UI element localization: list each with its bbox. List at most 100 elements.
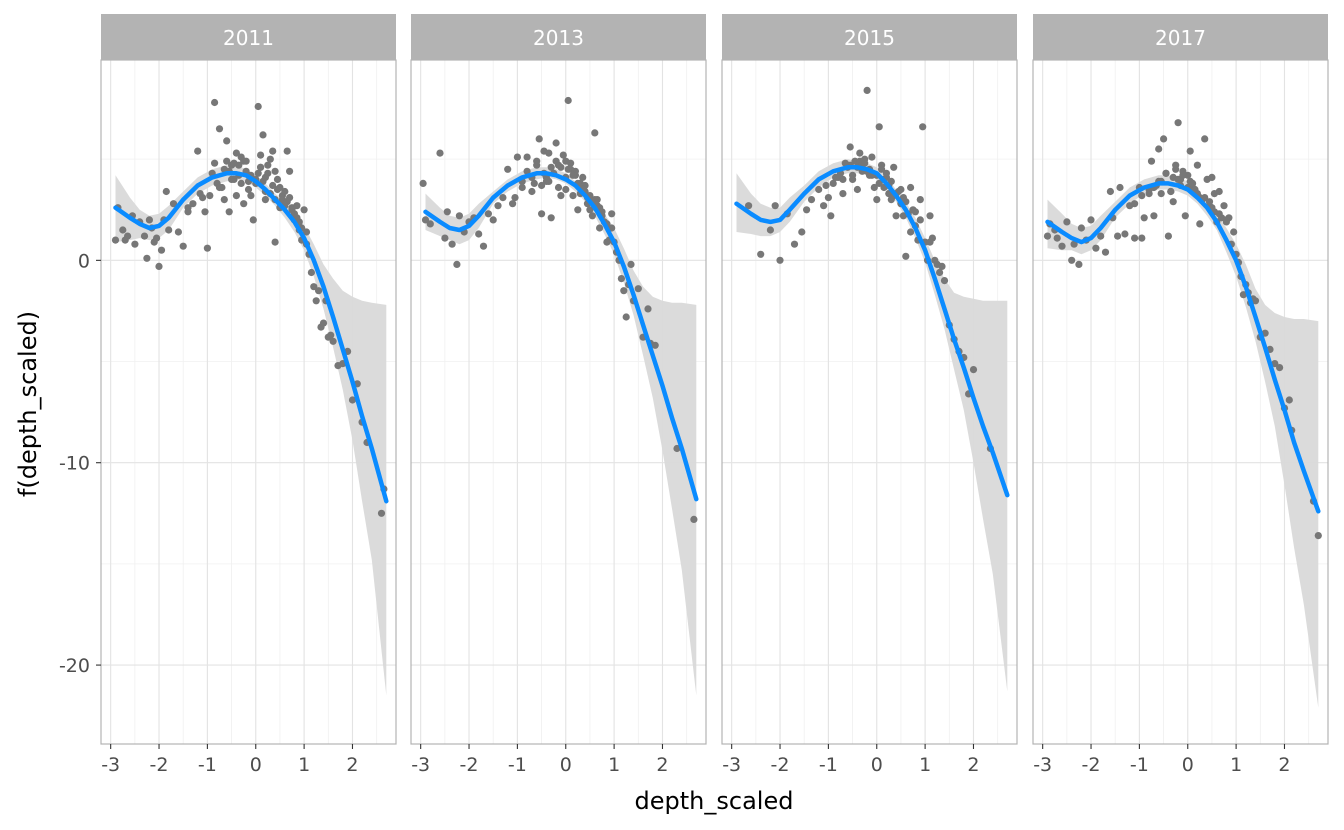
data-point xyxy=(111,236,120,244)
panel-border xyxy=(721,59,1018,745)
facet-panel-2013: 2013 xyxy=(410,14,707,745)
data-point xyxy=(1174,175,1182,183)
x-tick-label: 0 xyxy=(250,754,262,776)
data-point xyxy=(276,183,284,192)
data-point xyxy=(1314,532,1322,540)
data-point xyxy=(911,208,920,216)
y-axis: -20 -10 0 xyxy=(59,250,101,677)
data-point xyxy=(892,212,900,220)
data-point xyxy=(1063,218,1071,226)
data-point xyxy=(878,165,886,173)
x-axes: -3 -2 -1 0 1 2 -3 -2 -1 0 1 2 -3 -2 -1 0 1 2 -3 -2 -1 0 1 2 xyxy=(101,744,1291,776)
data-point xyxy=(273,175,282,183)
data-point xyxy=(157,246,166,254)
data-point xyxy=(1092,244,1100,252)
data-point xyxy=(257,151,265,159)
data-point xyxy=(237,179,245,187)
data-point xyxy=(307,268,315,277)
data-point xyxy=(690,515,698,524)
data-point xyxy=(569,171,577,179)
data-point xyxy=(508,200,517,208)
data-point xyxy=(1097,232,1105,240)
data-point xyxy=(846,143,854,151)
panel-border xyxy=(100,59,397,745)
data-point xyxy=(547,214,555,222)
data-point xyxy=(552,139,560,147)
data-point xyxy=(1087,216,1095,224)
data-point xyxy=(244,185,253,194)
data-point xyxy=(286,167,294,175)
data-point xyxy=(421,216,430,224)
data-point xyxy=(211,159,219,167)
x-tick-label: -3 xyxy=(722,754,741,776)
data-point xyxy=(849,171,857,179)
data-point xyxy=(1121,230,1129,238)
data-point xyxy=(165,226,173,234)
data-point xyxy=(588,212,597,220)
data-point xyxy=(1215,187,1223,196)
data-point xyxy=(870,183,878,192)
x-tick-label: -3 xyxy=(411,754,430,776)
data-point xyxy=(627,260,635,268)
data-point xyxy=(504,165,512,173)
data-point xyxy=(254,169,262,177)
facet-label: 2015 xyxy=(844,26,895,50)
data-point xyxy=(875,179,883,187)
data-point xyxy=(1181,212,1189,220)
data-point xyxy=(1138,192,1146,200)
data-point xyxy=(554,183,563,192)
data-point xyxy=(1138,234,1146,242)
data-point xyxy=(201,208,209,216)
data-point xyxy=(1276,364,1284,372)
data-point xyxy=(902,252,910,260)
smooth-line xyxy=(734,165,1010,498)
confidence-ribbon xyxy=(425,167,697,696)
data-point xyxy=(926,212,934,220)
data-point xyxy=(1208,173,1216,181)
data-point xyxy=(143,254,151,262)
data-point xyxy=(822,181,830,190)
data-point xyxy=(312,297,320,305)
data-point xyxy=(535,135,543,143)
panel-border xyxy=(1032,59,1329,745)
data-point xyxy=(223,137,231,145)
facet-label: 2011 xyxy=(223,26,274,50)
smooth-line xyxy=(1045,181,1321,514)
data-point xyxy=(1131,234,1139,242)
data-point xyxy=(853,185,862,194)
data-point xyxy=(494,202,502,210)
data-point xyxy=(868,153,876,161)
x-tick-label: -1 xyxy=(819,754,838,776)
data-point xyxy=(145,216,153,224)
data-point xyxy=(206,192,214,200)
data-point xyxy=(1169,198,1177,206)
data-point xyxy=(745,202,753,210)
data-point xyxy=(538,210,546,218)
data-point xyxy=(545,149,553,157)
data-point xyxy=(513,153,522,161)
data-point xyxy=(162,187,170,196)
data-point xyxy=(1174,119,1182,127)
facet-panels: 2011 2013 2015 2017 xyxy=(100,14,1329,745)
data-point xyxy=(499,194,507,202)
x-tick-label: 1 xyxy=(919,754,931,776)
data-point xyxy=(926,238,934,246)
data-point xyxy=(916,216,924,224)
data-point xyxy=(798,228,806,236)
data-point xyxy=(179,242,187,250)
data-point xyxy=(511,194,519,202)
data-point xyxy=(1222,216,1230,224)
data-point xyxy=(882,169,891,177)
data-point xyxy=(562,157,570,165)
data-point xyxy=(327,331,335,339)
smooth-line xyxy=(423,171,699,502)
data-point xyxy=(790,240,799,248)
data-point xyxy=(155,262,163,270)
data-point xyxy=(651,341,659,349)
data-point xyxy=(827,212,835,220)
data-point xyxy=(1186,177,1194,185)
data-point xyxy=(283,147,291,155)
data-point xyxy=(622,313,630,321)
data-point xyxy=(940,277,949,285)
data-point xyxy=(174,228,182,236)
